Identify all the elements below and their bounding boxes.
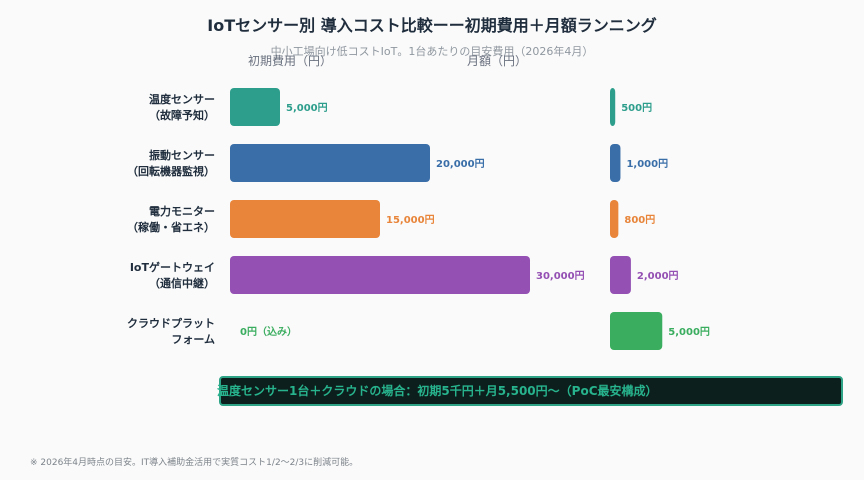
monthly-cost-bars: 500円 1,000円 800円 2,000円 5,000円 (610, 88, 710, 350)
monthly-cost-bar (610, 144, 621, 182)
chart-subtitle: 中小工場向け低コストIoT。1台あたりの目安費用（2026年4月） (271, 44, 594, 58)
category-sublabel: （故障予知） (149, 108, 215, 122)
footnote: ※ 2026年4月時点の目安。IT導入補助金活用で実質コスト1/2〜2/3に削減… (30, 458, 359, 468)
monthly-cost-value-label: 500円 (621, 102, 652, 114)
panel-label-monthly: 月額（円） (467, 54, 527, 68)
monthly-cost-value-label: 5,000円 (668, 326, 710, 338)
initial-cost-bar (230, 144, 430, 182)
initial-cost-value-label: 30,000円 (536, 270, 585, 282)
category-sublabel: （回転機器監視） (127, 164, 215, 178)
monthly-cost-value-label: 2,000円 (637, 270, 679, 282)
category-label: 温度センサー (149, 92, 215, 106)
category-sublabel: フォーム (171, 333, 215, 346)
initial-cost-bar (230, 256, 530, 294)
monthly-cost-bar (610, 88, 616, 126)
initial-cost-value-label: 0円（込み） (240, 325, 297, 338)
initial-cost-bar (230, 88, 280, 126)
monthly-cost-value-label: 1,000円 (626, 158, 668, 170)
initial-cost-value-label: 5,000円 (286, 102, 328, 114)
category-sublabel: （通信中継） (149, 276, 215, 290)
category-label: IoTゲートウェイ (130, 260, 215, 274)
monthly-cost-bar (610, 200, 619, 238)
summary-note: 温度センサー1台＋クラウドの場合：初期5千円＋月5,500円〜（PoC最安構成） (217, 376, 843, 406)
panel-label-initial: 初期費用（円） (248, 53, 332, 68)
category-label: 振動センサー (149, 148, 215, 162)
category-labels: 温度センサー （故障予知） 振動センサー （回転機器監視） 電力モニター （稼働・省エネ）… (127, 92, 215, 346)
initial-cost-value-label: 15,000円 (386, 214, 435, 226)
category-sublabel: （稼働・省エネ） (127, 220, 215, 234)
chart-title: IoTセンサー別 導入コスト比較ーー初期費用＋月額ランニング (207, 16, 656, 35)
monthly-cost-bar (610, 312, 663, 350)
initial-cost-bar (230, 200, 380, 238)
initial-cost-value-label: 20,000円 (436, 158, 485, 170)
category-label: 電力モニター (149, 204, 215, 218)
initial-cost-bars: 5,000円 20,000円 15,000円 30,000円 0円（込み） (230, 88, 585, 338)
monthly-cost-value-label: 800円 (624, 214, 655, 226)
category-label: クラウドプラット (127, 316, 215, 330)
monthly-cost-bar (610, 256, 631, 294)
